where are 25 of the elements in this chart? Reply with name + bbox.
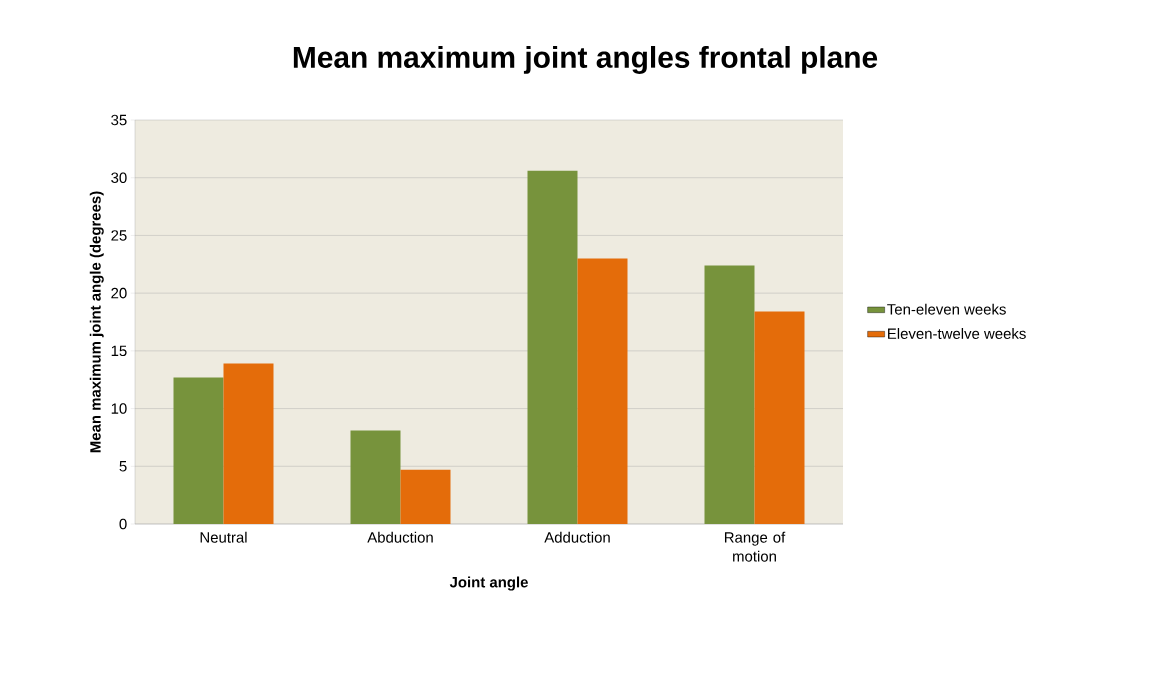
chart-title: Mean maximum joint angles frontal plane xyxy=(293,46,878,74)
x-tick-label: Adduction xyxy=(544,531,610,543)
y-tick-label: 0 xyxy=(119,518,127,530)
y-tick-label: 25 xyxy=(111,230,127,241)
bar xyxy=(577,258,628,524)
bar xyxy=(350,430,401,524)
bar xyxy=(527,170,578,524)
legend-label: Ten-eleven weeks xyxy=(887,303,1006,315)
y-tick-label: 15 xyxy=(111,345,127,357)
bar xyxy=(173,377,224,524)
bar xyxy=(704,265,755,524)
y-axis-title: Mean maximum joint angle (degrees) xyxy=(89,191,104,453)
bar xyxy=(754,311,805,524)
y-tick-label: 30 xyxy=(111,172,127,183)
y-tick-label: 5 xyxy=(119,461,127,472)
bar xyxy=(223,363,274,524)
x-tick-label: Abduction xyxy=(367,531,433,543)
bar xyxy=(400,469,451,524)
x-tick-label: Neutral xyxy=(200,531,247,543)
y-tick-label: 10 xyxy=(111,403,127,414)
x-tick-label: Range of motion xyxy=(724,531,786,562)
y-tick-label: 35 xyxy=(111,114,127,126)
legend-label: Eleven-twelve weeks xyxy=(888,327,1026,339)
y-tick-label: 20 xyxy=(111,287,127,299)
x-axis-title: Joint angle xyxy=(449,576,528,591)
